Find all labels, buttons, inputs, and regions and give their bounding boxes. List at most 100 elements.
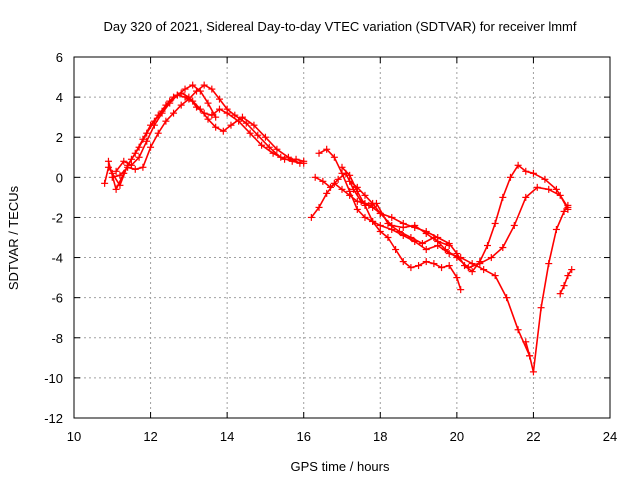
data-point — [399, 223, 407, 231]
series-line — [314, 172, 569, 269]
series-track-9 — [346, 177, 453, 250]
data-point — [522, 167, 530, 175]
data-point — [101, 179, 109, 187]
data-point — [376, 227, 384, 235]
data-point — [150, 121, 158, 129]
data-point — [104, 157, 112, 165]
data-point — [468, 268, 476, 276]
x-tick-label: 10 — [67, 429, 81, 444]
data-point — [529, 368, 537, 376]
y-tick-label: 4 — [56, 90, 63, 105]
series-line — [525, 204, 569, 373]
data-point — [361, 191, 369, 199]
data-point — [441, 246, 449, 254]
data-point — [173, 91, 181, 99]
data-point — [483, 242, 491, 250]
data-point — [430, 260, 438, 268]
data-point — [453, 254, 461, 262]
data-point — [346, 187, 354, 195]
x-tick-label: 22 — [526, 429, 540, 444]
data-point — [116, 171, 124, 179]
data-point — [177, 101, 185, 109]
data-point — [476, 260, 484, 268]
data-point — [215, 95, 223, 103]
data-point — [261, 133, 269, 141]
data-point — [212, 123, 220, 131]
data-point — [560, 207, 568, 215]
series-track-8 — [338, 163, 465, 294]
data-point — [529, 169, 537, 177]
data-point — [127, 161, 135, 169]
data-point — [338, 163, 346, 171]
series-track-11 — [556, 266, 576, 298]
data-point — [510, 221, 518, 229]
y-tick-label: 6 — [56, 50, 63, 65]
x-tick-label: 16 — [296, 429, 310, 444]
data-point — [311, 173, 319, 181]
chart-title: Day 320 of 2021, Sidereal Day-to-day VTE… — [104, 19, 577, 34]
data-point — [464, 264, 472, 272]
data-point — [227, 121, 235, 129]
data-point — [376, 221, 384, 229]
series-track-6 — [315, 145, 534, 360]
data-point — [491, 219, 499, 227]
data-point — [568, 266, 576, 274]
data-point — [395, 227, 403, 235]
data-point — [323, 189, 331, 197]
data-point — [185, 95, 193, 103]
data-point — [166, 99, 174, 107]
data-point — [189, 97, 197, 105]
data-point — [503, 294, 511, 302]
y-tick-label: 2 — [56, 130, 63, 145]
data-point — [388, 221, 396, 229]
data-point — [323, 145, 331, 153]
x-tick-label: 18 — [373, 429, 387, 444]
data-point — [560, 282, 568, 290]
x-tick-label: 14 — [220, 429, 234, 444]
data-point — [388, 213, 396, 221]
data-point — [422, 229, 430, 237]
data-point — [315, 203, 323, 211]
series-track-3 — [108, 81, 308, 181]
data-point — [300, 159, 308, 167]
data-point — [330, 153, 338, 161]
data-point — [338, 185, 346, 193]
data-point — [533, 183, 541, 191]
data-point — [564, 201, 572, 209]
data-point — [506, 173, 514, 181]
data-point — [181, 93, 189, 101]
data-point — [514, 326, 522, 334]
data-point — [407, 234, 415, 241]
data-point — [277, 153, 285, 161]
data-point — [556, 290, 564, 298]
data-point — [399, 258, 407, 266]
data-point — [422, 258, 430, 266]
data-point — [361, 213, 369, 221]
data-point — [319, 177, 327, 185]
series-line — [318, 148, 531, 357]
data-point — [288, 157, 296, 165]
data-point — [181, 85, 189, 93]
data-point — [135, 143, 143, 151]
data-point — [545, 185, 553, 193]
data-point — [196, 105, 204, 113]
data-point — [231, 111, 239, 119]
data-point — [499, 193, 507, 201]
data-point — [434, 238, 442, 246]
series-line — [115, 84, 217, 173]
series-track-7 — [311, 169, 572, 272]
x-tick-label: 12 — [143, 429, 157, 444]
data-point — [415, 262, 423, 270]
data-point — [135, 153, 143, 161]
data-point — [407, 264, 415, 272]
data-point — [189, 81, 197, 89]
data-point — [200, 81, 208, 89]
series-track-4 — [112, 81, 220, 175]
data-point — [250, 121, 258, 129]
data-point — [346, 177, 354, 185]
data-point — [258, 141, 266, 149]
data-point — [491, 272, 499, 280]
data-point — [124, 163, 132, 171]
